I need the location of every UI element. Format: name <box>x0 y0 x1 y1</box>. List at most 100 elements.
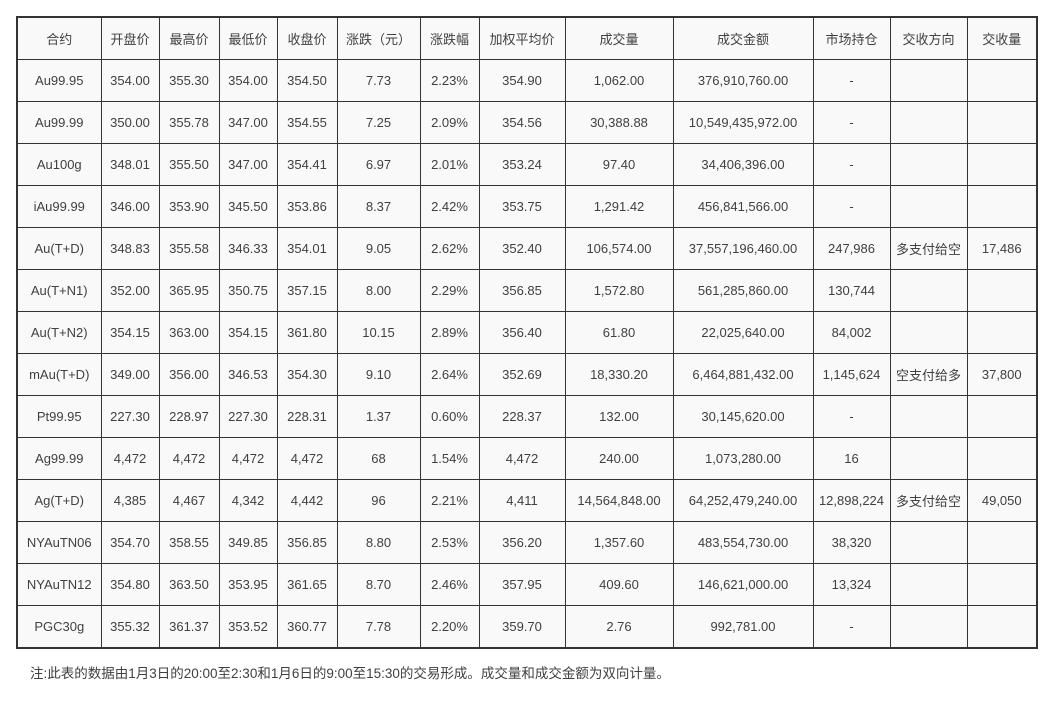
table-cell: 2.76 <box>564 605 674 649</box>
table-row: Ag99.99 4,472 4,472 4,472 4,472 68 1.54% 4,472 2… <box>16 437 1038 480</box>
table-cell: 97.40 <box>564 143 674 186</box>
table-cell: 8.00 <box>336 269 421 312</box>
table-cell: 37,800 <box>966 353 1038 396</box>
table-cell: 356.85 <box>276 521 338 564</box>
contract-name-cell: Au99.95 <box>16 59 102 102</box>
table-cell <box>966 185 1038 228</box>
table-cell: 1,572.80 <box>564 269 674 312</box>
table-cell: 347.00 <box>218 143 278 186</box>
table-cell: 358.55 <box>158 521 220 564</box>
column-header: 收盘价 <box>276 16 338 60</box>
table-cell <box>966 311 1038 354</box>
table-cell: 354.55 <box>276 101 338 144</box>
table-cell: 357.95 <box>478 563 566 606</box>
table-cell: 363.00 <box>158 311 220 354</box>
table-cell: 359.70 <box>478 605 566 649</box>
table-cell: 8.70 <box>336 563 421 606</box>
column-header: 最高价 <box>158 16 220 60</box>
table-cell: 空支付给多 <box>889 353 968 396</box>
table-cell: - <box>812 143 891 186</box>
table-footnote: 注:此表的数据由1月3日的20:00至2:30和1月6日的9:00至15:30的… <box>30 666 670 681</box>
table-cell: 354.80 <box>100 563 160 606</box>
table-cell: 363.50 <box>158 563 220 606</box>
contract-name-cell: Pt99.95 <box>16 395 102 438</box>
table-cell: 30,145,620.00 <box>672 395 814 438</box>
contract-name-cell: PGC30g <box>16 605 102 649</box>
table-cell: 361.37 <box>158 605 220 649</box>
table-cell: 352.40 <box>478 227 566 270</box>
table-cell: 2.23% <box>419 59 480 102</box>
table-cell: 228.31 <box>276 395 338 438</box>
table-cell: 356.85 <box>478 269 566 312</box>
table-cell: 227.30 <box>218 395 278 438</box>
table-cell: 346.53 <box>218 353 278 396</box>
table-cell: 349.85 <box>218 521 278 564</box>
table-cell: 0.60% <box>419 395 480 438</box>
table-cell: 348.83 <box>100 227 160 270</box>
table-cell: 346.00 <box>100 185 160 228</box>
table-cell: 2.42% <box>419 185 480 228</box>
table-cell: 38,320 <box>812 521 891 564</box>
table-cell: 106,574.00 <box>564 227 674 270</box>
column-header: 交收方向 <box>889 16 968 60</box>
table-cell: 2.62% <box>419 227 480 270</box>
table-cell: 376,910,760.00 <box>672 59 814 102</box>
table-cell: 4,472 <box>276 437 338 480</box>
table-cell: 84,002 <box>812 311 891 354</box>
table-cell: 4,342 <box>218 479 278 522</box>
table-cell: 4,472 <box>100 437 160 480</box>
contract-name-cell: Au(T+N2) <box>16 311 102 354</box>
table-cell: 30,388.88 <box>564 101 674 144</box>
table-cell: 353.90 <box>158 185 220 228</box>
table-cell: 132.00 <box>564 395 674 438</box>
table-cell: 355.32 <box>100 605 160 649</box>
table-cell <box>966 563 1038 606</box>
table-row: mAu(T+D) 349.00 356.00 346.53 354.30 9.10 2.64… <box>16 353 1038 396</box>
table-row: Pt99.95 227.30 228.97 227.30 228.31 1.37 0.60%… <box>16 395 1038 438</box>
table-cell: 多支付给空 <box>889 227 968 270</box>
table-cell: 4,385 <box>100 479 160 522</box>
contract-name-cell: Ag(T+D) <box>16 479 102 522</box>
table-cell: 356.00 <box>158 353 220 396</box>
table-cell: 37,557,196,460.00 <box>672 227 814 270</box>
table-cell: 2.21% <box>419 479 480 522</box>
table-cell: 1.54% <box>419 437 480 480</box>
table-cell <box>966 521 1038 564</box>
table-cell: 6.97 <box>336 143 421 186</box>
column-header: 市场持仓 <box>812 16 891 60</box>
table-cell: 352.00 <box>100 269 160 312</box>
table-cell: 61.80 <box>564 311 674 354</box>
table-cell: 353.52 <box>218 605 278 649</box>
table-cell <box>889 311 968 354</box>
table-cell: 2.89% <box>419 311 480 354</box>
column-header: 成交金额 <box>672 16 814 60</box>
contract-name-cell: mAu(T+D) <box>16 353 102 396</box>
table-cell: 347.00 <box>218 101 278 144</box>
table-cell: 12,898,224 <box>812 479 891 522</box>
table-body: Au99.95 354.00 355.30 354.00 354.50 7.73 2.23%… <box>16 59 1038 649</box>
table-cell: 2.53% <box>419 521 480 564</box>
table-cell: 1,062.00 <box>564 59 674 102</box>
table-cell: 456,841,566.00 <box>672 185 814 228</box>
table-cell: 354.56 <box>478 101 566 144</box>
table-cell: 多支付给空 <box>889 479 968 522</box>
contract-name-cell: Au99.99 <box>16 101 102 144</box>
table-cell <box>889 59 968 102</box>
table-cell: 13,324 <box>812 563 891 606</box>
column-header: 开盘价 <box>100 16 160 60</box>
table-row: Au(T+N2) 354.15 363.00 354.15 361.80 10.15 2.8… <box>16 311 1038 354</box>
table-cell: - <box>812 101 891 144</box>
table-cell: 227.30 <box>100 395 160 438</box>
table-cell: 561,285,860.00 <box>672 269 814 312</box>
table-row: Au100g 348.01 355.50 347.00 354.41 6.97 2.01% 3… <box>16 143 1038 186</box>
table-cell: 4,467 <box>158 479 220 522</box>
table-cell: 240.00 <box>564 437 674 480</box>
table-cell: 354.30 <box>276 353 338 396</box>
table-cell: 350.75 <box>218 269 278 312</box>
table-cell: 7.78 <box>336 605 421 649</box>
table-cell: 8.80 <box>336 521 421 564</box>
table-row: NYAuTN12 354.80 363.50 353.95 361.65 8.70 2.46… <box>16 563 1038 606</box>
table-cell: 1,357.60 <box>564 521 674 564</box>
table-cell: 409.60 <box>564 563 674 606</box>
